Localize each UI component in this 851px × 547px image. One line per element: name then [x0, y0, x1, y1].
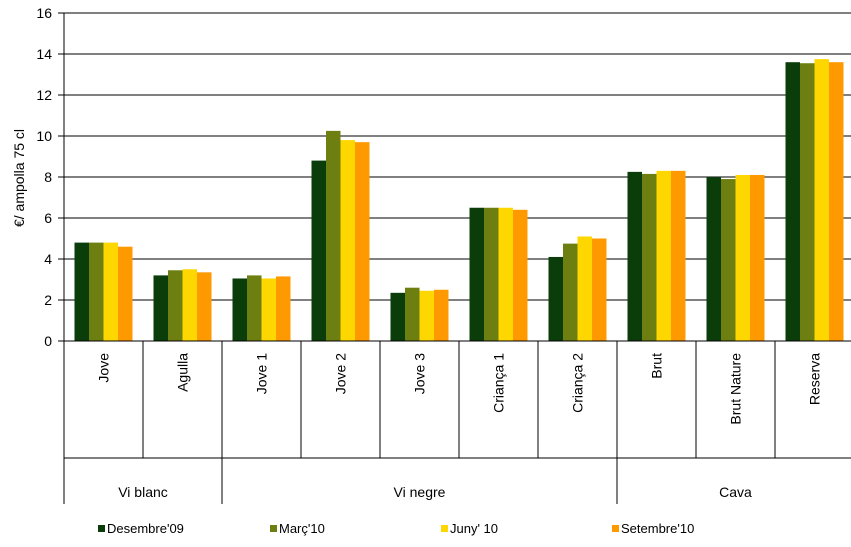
y-tick-label: 8 [44, 169, 52, 185]
x-group-labels: Vi blanc Vi negre Cava [118, 484, 752, 500]
x-category-label: Jove 2 [333, 353, 349, 394]
legend-swatch [270, 525, 277, 532]
bar-mar-10-jove-3 [405, 287, 420, 341]
x-group-label: Cava [719, 484, 752, 500]
y-tick-label: 16 [36, 5, 52, 21]
bar-mar-10-jove [89, 242, 104, 341]
x-category-labels: Jove Agulla Jove 1 Jove 2 Jove 3 Criança 1 Cri… [96, 353, 823, 425]
bar-desembre-09-brut [627, 171, 642, 341]
y-tick-label: 2 [44, 292, 52, 308]
bar-setembre-10-reserva [829, 62, 844, 341]
bar-setembre-10-crian-a-1 [513, 209, 528, 341]
bar-juny-10-crian-a-1 [498, 207, 513, 341]
bar-juny-10-jove-2 [340, 140, 355, 341]
y-tick-label: 0 [44, 333, 52, 349]
legend-label: Setembre'10 [621, 521, 694, 536]
bar-desembre-09-brut-nature [706, 177, 721, 341]
x-category-label: Brut Nature [728, 353, 744, 425]
legend-label: Març'10 [279, 521, 325, 536]
bar-setembre-10-brut [671, 170, 686, 341]
x-group-label: Vi blanc [118, 484, 168, 500]
bar-juny-10-brut [656, 170, 671, 341]
bar-juny-10-jove [103, 242, 118, 341]
bar-juny-10-reserva [814, 59, 829, 341]
legend-label: Desembre'09 [107, 521, 184, 536]
y-tick-label: 14 [36, 46, 52, 62]
bar-desembre-09-crian-a-2 [548, 256, 563, 341]
x-category-label: Jove 1 [254, 353, 270, 394]
x-category-label: Jove [96, 353, 112, 383]
bar-setembre-10-brut-nature [750, 174, 765, 341]
y-axis-label: €/ ampolla 75 cl [11, 129, 27, 227]
bar-mar-10-brut-nature [721, 179, 736, 341]
bar-mar-10-agulla [168, 270, 183, 341]
x-category-label: Brut [649, 353, 665, 379]
bar-setembre-10-jove-3 [434, 289, 449, 341]
y-tick-label: 10 [36, 128, 52, 144]
y-tick-labels: 0 2 4 6 8 10 12 14 16 [36, 5, 52, 349]
axes [63, 13, 851, 504]
bar-setembre-10-jove-1 [276, 276, 291, 341]
bar-mar-10-brut [642, 173, 657, 341]
bar-setembre-10-jove-2 [355, 142, 370, 341]
y-tick-label: 6 [44, 210, 52, 226]
bar-desembre-09-jove-1 [232, 278, 247, 341]
x-category-label: Criança 1 [491, 353, 507, 413]
bar-desembre-09-jove [74, 242, 89, 341]
bar-juny-10-crian-a-2 [577, 236, 592, 341]
bar-mar-10-jove-2 [326, 130, 341, 341]
bar-desembre-09-agulla [153, 275, 168, 341]
y-tick-label: 4 [44, 251, 52, 267]
bar-desembre-09-crian-a-1 [469, 207, 484, 341]
bar-mar-10-reserva [800, 63, 815, 341]
bar-desembre-09-jove-2 [311, 160, 326, 341]
legend-swatch [441, 525, 448, 532]
y-tick-label: 12 [36, 87, 52, 103]
bar-juny-10-jove-3 [419, 290, 434, 341]
legend-swatch [98, 525, 105, 532]
legend-swatch [612, 525, 619, 532]
x-category-label: Criança 2 [570, 353, 586, 413]
bar-juny-10-brut-nature [735, 174, 750, 341]
x-category-label: Agulla [175, 353, 191, 392]
bar-mar-10-crian-a-2 [563, 243, 578, 341]
legend: Desembre'09 Març'10 Juny' 10 Setembre'10 [98, 521, 694, 536]
bar-setembre-10-agulla [197, 272, 212, 341]
bar-setembre-10-jove [118, 246, 133, 341]
bar-juny-10-jove-1 [261, 278, 276, 341]
x-category-label: Jove 3 [412, 353, 428, 394]
bar-desembre-09-jove-3 [390, 292, 405, 341]
bar-mar-10-jove-1 [247, 275, 262, 341]
bar-juny-10-agulla [182, 269, 197, 341]
legend-label: Juny' 10 [450, 521, 498, 536]
bars [74, 59, 844, 341]
bar-mar-10-crian-a-1 [484, 207, 499, 341]
x-category-label: Reserva [807, 353, 823, 405]
bar-desembre-09-reserva [785, 62, 800, 341]
x-group-label: Vi negre [394, 484, 446, 500]
bar-setembre-10-crian-a-2 [592, 238, 607, 341]
